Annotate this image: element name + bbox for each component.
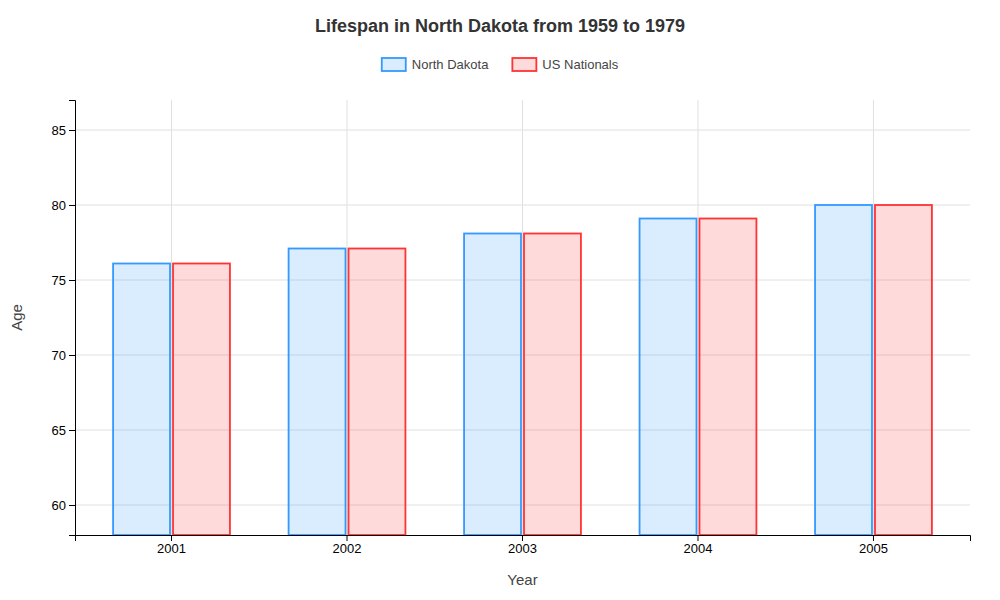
- legend-item: North Dakota: [382, 57, 489, 72]
- x-tick: 2002: [333, 535, 362, 556]
- legend: North Dakota US Nationals: [382, 57, 619, 72]
- series: [173, 205, 932, 535]
- y-axis-title: Age: [8, 304, 25, 331]
- y-tick: 60: [52, 498, 75, 513]
- x-grid-line: [171, 100, 172, 535]
- x-tick-label: 2003: [508, 541, 537, 556]
- x-tick-mark: [347, 535, 348, 541]
- y-tick: 70: [52, 348, 75, 363]
- x-grid-line: [873, 100, 874, 535]
- y-tick-mark: [69, 355, 75, 356]
- y-axis-line: [69, 101, 76, 536]
- bar: [464, 234, 521, 536]
- x-tick-mark: [522, 535, 523, 541]
- y-tick: 85: [52, 123, 75, 138]
- x-tick: 2003: [508, 535, 537, 556]
- x-tick-label: 2001: [157, 541, 186, 556]
- y-tick-mark: [69, 130, 75, 131]
- x-axis: 2001 2002 2003 2004 2005: [76, 535, 971, 556]
- x-grid-line: [697, 100, 698, 535]
- y-tick-mark: [69, 430, 75, 431]
- y-tick: 75: [52, 273, 75, 288]
- legend-item: US Nationals: [512, 57, 618, 72]
- x-axis-line: [76, 536, 971, 542]
- legend-label: North Dakota: [412, 57, 489, 72]
- bar: [699, 219, 756, 536]
- legend-swatch: [512, 58, 536, 71]
- y-tick-label: 85: [52, 123, 66, 138]
- bar: [875, 205, 932, 535]
- bar: [815, 205, 872, 535]
- x-grid-line: [522, 100, 523, 535]
- x-tick-mark: [171, 535, 172, 541]
- x-tick: 2005: [859, 535, 888, 556]
- bar: [173, 264, 230, 536]
- x-tick: 2001: [157, 535, 186, 556]
- y-tick: 80: [52, 198, 75, 213]
- bar: [640, 219, 697, 536]
- x-axis-title: Year: [507, 571, 537, 588]
- grid: [75, 100, 970, 535]
- y-tick-mark: [69, 505, 75, 506]
- x-tick-mark: [873, 535, 874, 541]
- x-tick: 2004: [684, 535, 713, 556]
- y-tick-label: 75: [52, 273, 66, 288]
- y-tick-label: 60: [52, 498, 66, 513]
- x-tick-label: 2002: [333, 541, 362, 556]
- plot: 2001 2002 2003 2004 2005 60 65 70 75 80 85: [52, 100, 971, 556]
- legend-swatch: [382, 58, 406, 71]
- x-tick-mark: [697, 535, 698, 541]
- series: [113, 205, 872, 535]
- bar: [349, 249, 406, 536]
- x-grid-line: [347, 100, 348, 535]
- y-tick: 65: [52, 423, 75, 438]
- bar: [113, 264, 170, 536]
- y-tick-label: 70: [52, 348, 66, 363]
- x-tick-label: 2005: [859, 541, 888, 556]
- bars: [113, 205, 932, 535]
- x-tick-label: 2004: [684, 541, 713, 556]
- y-tick-mark: [69, 280, 75, 281]
- title: Lifespan in North Dakota from 1959 to 19…: [315, 16, 685, 36]
- legend-label: US Nationals: [542, 57, 618, 72]
- y-tick-label: 80: [52, 198, 66, 213]
- chart: 2001 2002 2003 2004 2005 60 65 70 75 80 85 Year Age L…: [0, 0, 1000, 600]
- bar: [524, 234, 581, 536]
- y-tick-mark: [69, 205, 75, 206]
- y-axis: 60 65 70 75 80 85: [52, 101, 76, 536]
- y-tick-label: 65: [52, 423, 66, 438]
- bar: [289, 249, 346, 536]
